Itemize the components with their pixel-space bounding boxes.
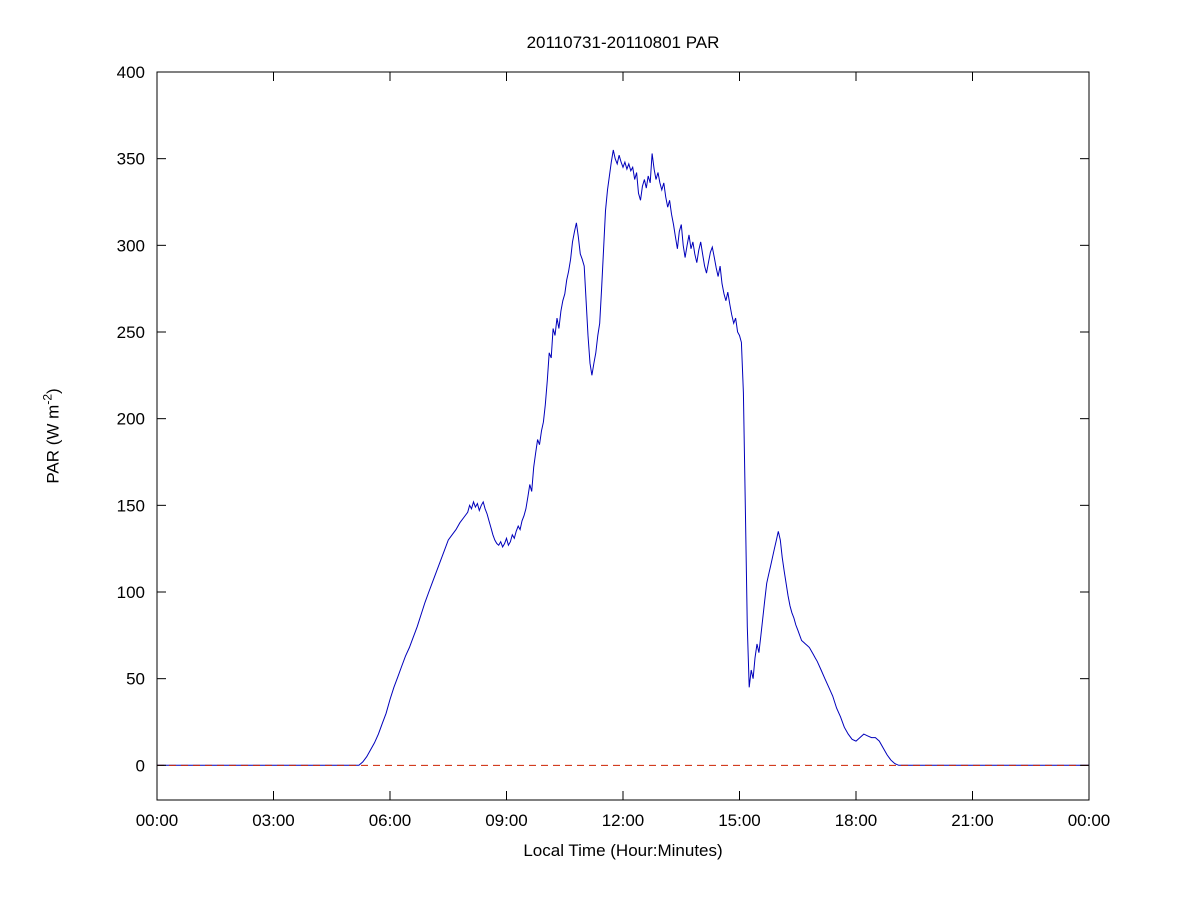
y-tick-label: 300 (117, 236, 145, 255)
x-tick-label: 18:00 (835, 811, 878, 830)
y-tick-label: 0 (136, 756, 145, 775)
y-tick-label: 150 (117, 496, 145, 515)
x-tick-label: 06:00 (369, 811, 412, 830)
y-axis-label-main: PAR (W m (43, 404, 63, 484)
y-tick-label: 350 (117, 150, 145, 169)
y-tick-label: 250 (117, 323, 145, 342)
chart-title: 20110731-20110801 PAR (526, 33, 720, 52)
y-tick-label: 200 (117, 410, 145, 429)
x-tick-label: 00:00 (1068, 811, 1111, 830)
y-tick-label: 50 (126, 670, 145, 689)
x-tick-label: 21:00 (951, 811, 994, 830)
x-tick-label: 03:00 (252, 811, 295, 830)
x-tick-label: 15:00 (718, 811, 761, 830)
axis-box (156, 71, 1090, 801)
y-tick-label: 100 (117, 583, 145, 602)
x-tick-label: 00:00 (136, 811, 179, 830)
y-tick-label: 400 (117, 63, 145, 82)
x-axis-label: Local Time (Hour:Minutes) (523, 841, 723, 860)
y-axis-label-superscript: -2 (40, 393, 55, 405)
par-line (157, 149, 1089, 766)
y-axis-label: PAR (W m-2) (41, 388, 64, 483)
x-tick-label: 12:00 (602, 811, 645, 830)
x-tick-label: 09:00 (485, 811, 528, 830)
y-axis-label-close: ) (43, 388, 63, 394)
